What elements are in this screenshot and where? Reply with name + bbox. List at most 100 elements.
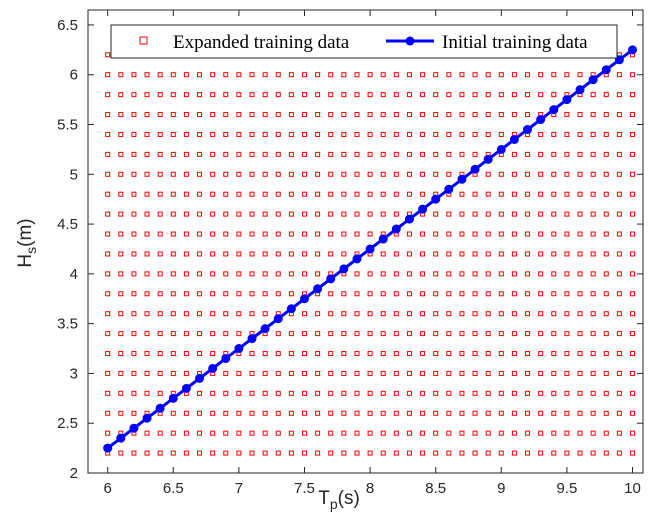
expanded-data-point [590, 211, 596, 217]
expanded-data-point [131, 271, 137, 277]
expanded-data-point [315, 72, 321, 78]
expanded-data-point [380, 72, 386, 78]
expanded-data-point [472, 331, 478, 337]
expanded-data-point [485, 311, 491, 317]
expanded-data-point [105, 430, 111, 436]
initial-data-point [247, 334, 257, 344]
expanded-data-point [262, 231, 268, 237]
expanded-data-point [183, 311, 189, 317]
expanded-data-point [197, 410, 203, 416]
expanded-data-point [538, 92, 544, 98]
expanded-data-point [236, 271, 242, 277]
expanded-data-point [511, 171, 517, 177]
expanded-data-point [157, 430, 163, 436]
expanded-data-point [236, 151, 242, 157]
expanded-data-point [131, 291, 137, 297]
expanded-data-point [288, 410, 294, 416]
expanded-data-point [328, 231, 334, 237]
expanded-data-point [511, 211, 517, 217]
expanded-data-point [275, 72, 281, 78]
expanded-data-point [249, 311, 255, 317]
expanded-data-point [485, 331, 491, 337]
expanded-data-point [105, 311, 111, 317]
expanded-data-point [118, 390, 124, 396]
expanded-data-point [367, 271, 373, 277]
expanded-data-point [118, 351, 124, 357]
expanded-data-point [118, 271, 124, 277]
expanded-data-point [420, 370, 426, 376]
expanded-data-point [118, 311, 124, 317]
expanded-data-point [420, 331, 426, 337]
expanded-data-point [328, 331, 334, 337]
expanded-data-point [459, 271, 465, 277]
expanded-data-point [551, 291, 557, 297]
expanded-data-point [315, 251, 321, 257]
expanded-data-point [354, 211, 360, 217]
expanded-data-point [183, 410, 189, 416]
expanded-data-point [630, 450, 635, 456]
expanded-data-point [577, 72, 583, 78]
expanded-data-point [341, 410, 347, 416]
expanded-data-point [420, 72, 426, 78]
expanded-data-point [183, 271, 189, 277]
expanded-data-point [183, 450, 189, 456]
expanded-data-point [275, 131, 281, 137]
y-tick-label: 3 [70, 365, 78, 382]
initial-data-point [260, 324, 270, 334]
expanded-data-point [341, 92, 347, 98]
expanded-data-point [420, 171, 426, 177]
expanded-data-point [564, 251, 570, 257]
expanded-data-point [406, 191, 412, 197]
expanded-data-point [249, 390, 255, 396]
expanded-data-point [525, 331, 531, 337]
expanded-data-point [616, 311, 622, 317]
x-tick-label: 10 [624, 480, 641, 497]
expanded-data-point [262, 131, 268, 137]
initial-data-point [431, 194, 441, 204]
expanded-data-point [236, 291, 242, 297]
data-layer [103, 45, 637, 456]
expanded-data-point [577, 351, 583, 357]
expanded-data-point [157, 370, 163, 376]
expanded-data-point [144, 151, 150, 157]
expanded-data-point [433, 211, 439, 217]
expanded-data-point [380, 92, 386, 98]
expanded-data-point [301, 211, 307, 217]
initial-data-point [628, 45, 637, 55]
initial-data-point [601, 65, 611, 75]
expanded-data-point [525, 171, 531, 177]
expanded-data-point [511, 370, 517, 376]
expanded-data-point [616, 112, 622, 118]
expanded-data-point [288, 291, 294, 297]
expanded-data-point [577, 211, 583, 217]
expanded-data-point [341, 311, 347, 317]
expanded-data-point [197, 191, 203, 197]
expanded-data-point [157, 92, 163, 98]
expanded-data-point [262, 92, 268, 98]
expanded-data-point [577, 370, 583, 376]
expanded-data-point [183, 351, 189, 357]
expanded-data-point [380, 291, 386, 297]
expanded-data-point [551, 271, 557, 277]
expanded-data-point [315, 370, 321, 376]
expanded-data-point [406, 430, 412, 436]
y-tick-label: 6.5 [57, 17, 78, 34]
expanded-data-point [131, 231, 137, 237]
expanded-data-point [459, 450, 465, 456]
initial-data-point [523, 124, 533, 134]
expanded-data-point [223, 211, 229, 217]
expanded-data-point [433, 390, 439, 396]
expanded-data-point [577, 291, 583, 297]
expanded-data-point [183, 430, 189, 436]
initial-data-point [326, 274, 336, 284]
expanded-data-point [328, 311, 334, 317]
expanded-data-point [105, 390, 111, 396]
expanded-data-point [118, 251, 124, 257]
expanded-data-point [223, 231, 229, 237]
expanded-data-point [590, 191, 596, 197]
expanded-data-point [590, 291, 596, 297]
expanded-data-point [380, 311, 386, 317]
expanded-data-point [315, 112, 321, 118]
y-axis-label-main: H [15, 254, 36, 268]
